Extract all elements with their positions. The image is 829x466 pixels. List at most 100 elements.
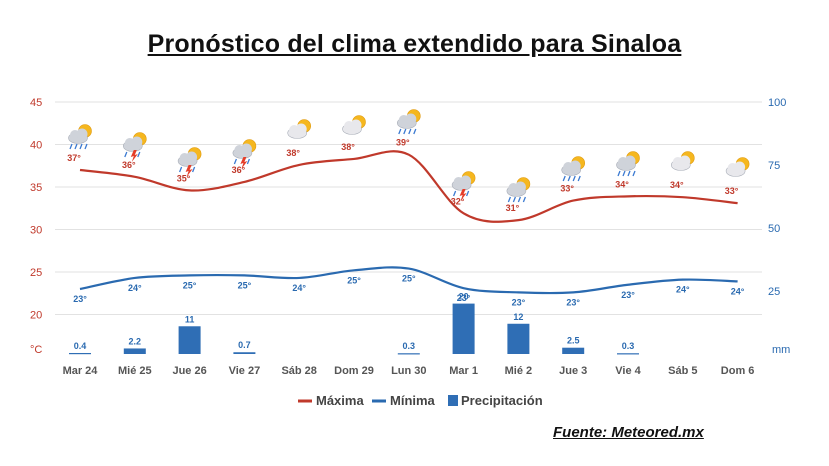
legend-min[interactable]: Mínima — [372, 393, 436, 408]
x-tick-label: Jue 26 — [172, 365, 206, 377]
max-temp-label: 37° — [67, 153, 81, 163]
page-title: Pronóstico del clima extendido para Sina… — [147, 30, 682, 58]
rain-storm-icon — [616, 151, 640, 177]
x-tick-label: Vie 4 — [615, 365, 641, 377]
max-temp-label: 36° — [232, 165, 246, 175]
max-temp-line — [79, 150, 738, 223]
thunderstorm-icon — [177, 147, 202, 177]
thunderstorm-icon — [232, 139, 257, 169]
partly-cloudy-icon — [342, 115, 366, 135]
max-temp-label: 33° — [560, 184, 574, 194]
y-right-tick: 50 — [768, 223, 780, 235]
precip-bar — [69, 352, 91, 355]
y-left-tick: 20 — [30, 310, 42, 322]
precip-label: 2.2 — [129, 336, 142, 346]
y-left-tick: 40 — [30, 140, 42, 152]
min-temp-label: 25° — [183, 280, 197, 290]
max-temp-label: 33° — [725, 186, 739, 196]
y-left-unit: °C — [30, 344, 42, 356]
precip-bar — [617, 353, 639, 355]
max-temp-label: 39° — [396, 138, 410, 148]
x-tick-label: Jue 3 — [559, 365, 587, 377]
source-note: Fuente: Meteored.mx — [553, 424, 704, 441]
x-tick-label: Mié 25 — [118, 365, 152, 377]
partly-cloudy-icon — [670, 151, 695, 171]
min-temp-label: 24° — [128, 283, 142, 293]
precip-label: 2.5 — [567, 336, 580, 346]
precip-bar — [233, 352, 256, 354]
min-temp-label: 24° — [731, 286, 745, 296]
x-axis-labels: Mar 24 Mié 25 Jue 26 Vie 27 Sáb 28 Dom 29 Lun … — [63, 365, 755, 377]
precip-label: 0.3 — [403, 341, 416, 351]
x-tick-label: Dom 29 — [334, 365, 374, 377]
y-right-unit: mm — [772, 344, 790, 356]
weather-icons — [68, 109, 750, 203]
min-temp-label: 23° — [566, 297, 580, 307]
legend-min-label: Mínima — [390, 393, 436, 408]
right-axis: 100 75 50 25 mm — [768, 97, 790, 356]
precip-label: 0.3 — [622, 341, 635, 351]
data-labels: 0.4 2.2 11 0.7 0.3 20 12 2.5 0.3 37° 36° 35° 36° 38° 3… — [67, 138, 745, 352]
legend-max-label: Máxima — [316, 393, 364, 408]
precip-bar — [397, 353, 420, 355]
precip-label: 11 — [185, 314, 195, 324]
max-temp-label: 35° — [177, 173, 191, 183]
y-left-tick: 35 — [30, 182, 42, 194]
partly-cloudy-icon — [287, 119, 312, 139]
precip-label: 0.7 — [238, 340, 251, 350]
legend: Máxima Mínima Precipitación — [298, 393, 543, 408]
rain-storm-icon — [396, 109, 421, 135]
precip-bar — [507, 323, 530, 354]
legend-max[interactable]: Máxima — [298, 393, 364, 408]
precipitation-bars — [69, 303, 639, 355]
precip-bar — [452, 303, 475, 354]
x-tick-label: Vie 27 — [229, 365, 261, 377]
legend-precip-swatch — [448, 395, 458, 406]
thunderstorm-icon — [451, 171, 476, 201]
max-temp-label: 34° — [670, 180, 684, 190]
x-tick-label: Mié 2 — [505, 365, 533, 377]
temperature-lines — [79, 150, 738, 295]
min-temp-label: 25° — [402, 274, 416, 284]
y-left-tick: 45 — [30, 97, 42, 109]
x-tick-label: Sáb 5 — [668, 365, 697, 377]
max-temp-label: 31° — [506, 203, 520, 213]
precip-label: 0.4 — [74, 341, 87, 351]
max-temp-label: 38° — [286, 148, 300, 158]
min-temp-label: 23° — [512, 297, 526, 307]
x-tick-label: Sáb 28 — [281, 365, 316, 377]
rain-storm-icon — [506, 177, 531, 203]
precip-bar — [562, 347, 585, 354]
min-temp-label: 24° — [292, 283, 306, 293]
min-temp-line — [79, 266, 738, 295]
thunderstorm-icon — [123, 132, 147, 162]
y-right-tick: 100 — [768, 97, 786, 109]
min-temp-label: 25° — [238, 280, 252, 290]
min-temp-label: 23° — [73, 294, 87, 304]
y-right-tick: 25 — [768, 286, 780, 298]
partly-cloudy-icon — [725, 157, 750, 177]
rain-storm-icon — [561, 156, 586, 182]
min-temp-label: 23° — [457, 293, 471, 303]
legend-precip[interactable]: Precipitación — [448, 393, 543, 408]
x-tick-label: Mar 24 — [63, 365, 99, 377]
min-temp-label: 25° — [347, 275, 361, 285]
y-left-tick: 25 — [30, 267, 42, 279]
precip-label: 20 — [459, 292, 469, 302]
max-temp-label: 38° — [341, 142, 355, 152]
precip-label: 12 — [513, 312, 523, 322]
precip-bar — [178, 326, 201, 354]
max-temp-label: 34° — [615, 179, 629, 189]
x-tick-label: Lun 30 — [391, 365, 426, 377]
x-tick-label: Dom 6 — [721, 365, 755, 377]
max-temp-label: 32° — [451, 196, 465, 206]
min-temp-label: 23° — [621, 290, 635, 300]
left-axis: 45 40 35 30 25 20 °C — [30, 97, 42, 356]
y-left-tick: 30 — [30, 225, 42, 237]
min-temp-label: 24° — [676, 285, 690, 295]
rain-storm-icon — [68, 124, 92, 150]
x-tick-label: Mar 1 — [449, 365, 478, 377]
precip-bar — [123, 348, 146, 354]
y-right-tick: 75 — [768, 160, 780, 172]
